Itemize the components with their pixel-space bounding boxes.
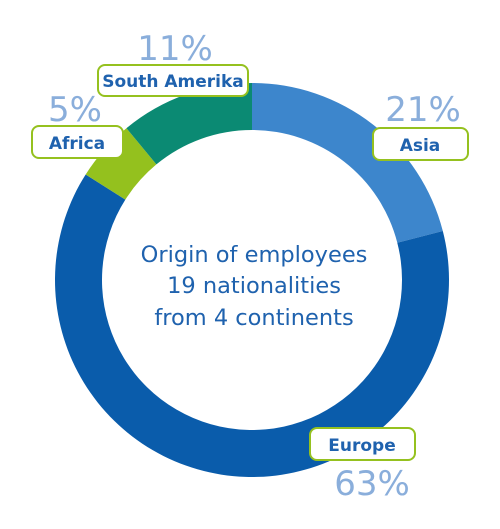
label-box-south-amerika (97, 64, 249, 97)
label-box-asia (372, 127, 469, 161)
label-box-africa (31, 125, 124, 159)
label-europe: Europe (328, 436, 395, 456)
label-asia: Asia (400, 136, 441, 156)
center-line-3: from 4 continents (154, 305, 353, 331)
pct-label-africa: 5% (48, 90, 102, 130)
label-box-europe (309, 427, 416, 461)
pct-label-europe: 63% (334, 464, 410, 504)
slice-asia (252, 83, 443, 243)
donut-slices (55, 83, 450, 477)
label-africa: Africa (49, 134, 105, 154)
pct-label-south-amerika: 11% (137, 29, 213, 69)
slice-africa (85, 128, 157, 200)
label-south-amerika: South Amerika (102, 72, 244, 92)
slice-europe (55, 174, 450, 477)
slice-south-amerika (126, 83, 252, 165)
center-line-1: Origin of employees (141, 242, 368, 268)
pct-label-asia: 21% (385, 90, 461, 130)
center-line-2: 19 nationalities (167, 273, 341, 299)
